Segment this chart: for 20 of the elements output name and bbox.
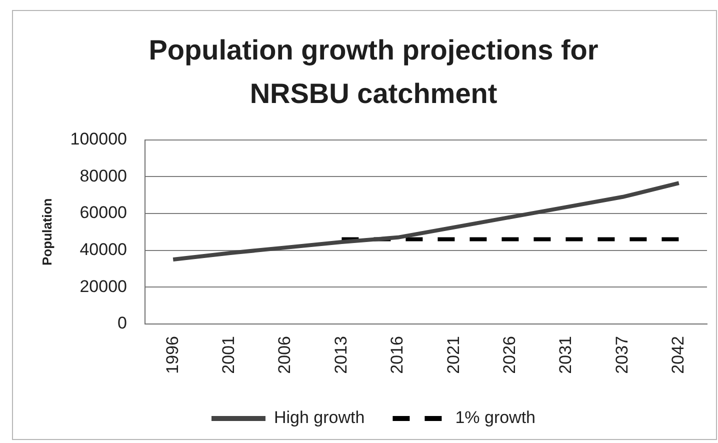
legend-label: 1% growth	[455, 408, 536, 428]
y-tick-label: 80000	[80, 166, 127, 186]
y-tick-label: 0	[118, 314, 127, 333]
x-tick-label: 2001	[218, 336, 238, 374]
x-tick-label: 2021	[444, 336, 463, 374]
chart-title: Population growth projections for NRSBU catchment	[148, 34, 598, 109]
x-tick-label: 1996	[162, 336, 182, 374]
x-tick-label: 2037	[612, 336, 632, 374]
x-tick-label: 2042	[668, 336, 688, 374]
x-tick-label: 2031	[556, 336, 576, 374]
y-tick-label: 100000	[70, 129, 127, 148]
x-tick-label: 2013	[331, 336, 350, 374]
x-tick-label: 2006	[275, 336, 294, 374]
legend-label: High growth	[274, 408, 365, 428]
y-tick-label: 40000	[80, 240, 127, 260]
x-tick-label: 2026	[500, 336, 519, 374]
y-tick-label: 20000	[80, 276, 127, 296]
y-axis-title: Population	[39, 198, 54, 266]
y-tick-label: 60000	[80, 203, 127, 222]
x-tick-label: 2016	[388, 336, 407, 374]
